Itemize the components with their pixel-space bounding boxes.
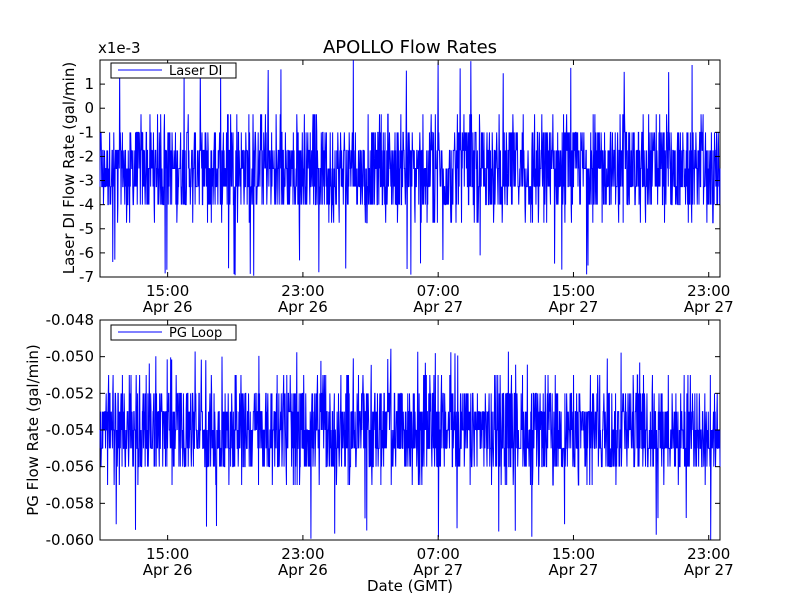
y-axis-title: PG Flow Rate (gal/min) bbox=[24, 344, 42, 516]
x-tick-label-date: Apr 27 bbox=[684, 561, 734, 579]
series-line bbox=[99, 348, 721, 540]
laser-di-series bbox=[99, 60, 721, 276]
x-tick-label-date: Apr 26 bbox=[143, 298, 193, 316]
x-tick-label-time: 23:00 bbox=[281, 545, 324, 563]
chart-title: APOLLO Flow Rates bbox=[323, 37, 497, 58]
x-tick-label-time: 15:00 bbox=[146, 282, 189, 300]
x-tick-label-time: 15:00 bbox=[146, 545, 189, 563]
x-tick-label-time: 07:00 bbox=[417, 545, 460, 563]
y-tick-label: -0.050 bbox=[46, 348, 94, 366]
x-tick-label-date: Apr 26 bbox=[278, 561, 328, 579]
pg-loop-series bbox=[99, 348, 721, 540]
y-tick-label: -0.058 bbox=[46, 494, 94, 512]
legend: Laser DI bbox=[110, 62, 237, 79]
x-tick-label-date: Apr 27 bbox=[684, 298, 734, 316]
y-tick-label: -5 bbox=[79, 220, 94, 238]
y-tick-label: -0.048 bbox=[46, 311, 94, 329]
y-tick-label: -1 bbox=[79, 123, 94, 141]
y-tick-label: -0.054 bbox=[46, 421, 94, 439]
x-tick-label-time: 23:00 bbox=[687, 545, 730, 563]
y-tick-label: -0.056 bbox=[46, 458, 94, 476]
x-tick-label-date: Apr 26 bbox=[143, 561, 193, 579]
y-tick-label: -3 bbox=[79, 172, 94, 190]
x-tick-label-time: 23:00 bbox=[281, 282, 324, 300]
y-offset-label: x1e-3 bbox=[98, 39, 141, 57]
pg-loop-plot: -0.048 -0.050 -0.052 -0.054 -0.056 -0.058 -0.0… bbox=[24, 311, 734, 579]
y-tick-label: -0.060 bbox=[46, 531, 94, 549]
x-axis-title: Date (GMT) bbox=[367, 577, 453, 595]
y-tick-label: 0 bbox=[84, 99, 94, 117]
x-tick-label-time: 15:00 bbox=[552, 545, 595, 563]
y-tick-label: -7 bbox=[79, 268, 94, 286]
x-tick-label-date: Apr 27 bbox=[413, 561, 463, 579]
y-tick-label: -6 bbox=[79, 244, 94, 262]
x-tick-label-date: Apr 27 bbox=[549, 561, 599, 579]
legend-label: PG Loop bbox=[169, 326, 222, 341]
legend-box bbox=[110, 62, 237, 79]
legend: PG Loop bbox=[110, 324, 237, 341]
y-axis-title: Laser DI Flow Rate (gal/min) bbox=[60, 62, 78, 274]
x-tick-label-date: Apr 26 bbox=[278, 298, 328, 316]
legend-label: Laser DI bbox=[169, 64, 222, 79]
y-tick-label: 1 bbox=[84, 75, 94, 93]
y-tick-label: -2 bbox=[79, 147, 94, 165]
y-tick-label: -4 bbox=[79, 196, 94, 214]
x-tick-label-time: 15:00 bbox=[552, 282, 595, 300]
y-tick-label: -0.052 bbox=[46, 384, 94, 402]
x-tick-label-time: 07:00 bbox=[417, 282, 460, 300]
legend-box bbox=[110, 324, 237, 341]
x-tick-label-date: Apr 27 bbox=[413, 298, 463, 316]
x-tick-label-time: 23:00 bbox=[687, 282, 730, 300]
series-line bbox=[99, 60, 721, 276]
x-tick-label-date: Apr 27 bbox=[549, 298, 599, 316]
